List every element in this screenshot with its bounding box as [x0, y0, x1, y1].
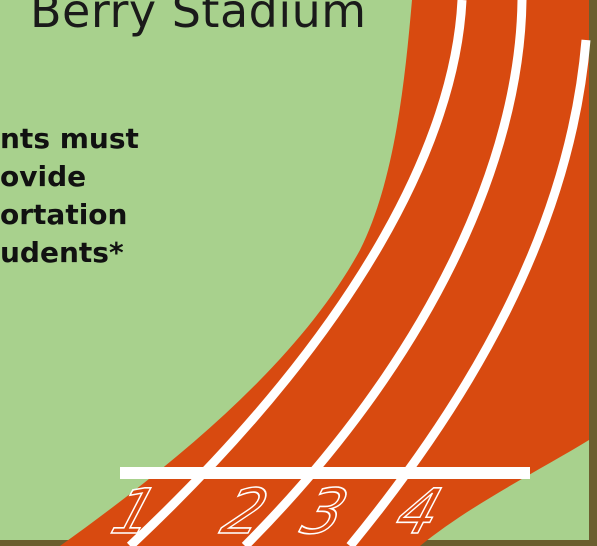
start-line: [120, 467, 530, 479]
track-surface: [60, 0, 589, 546]
transport-notice: nts must ovide ortation udents*: [0, 120, 139, 272]
notice-line: ortation: [0, 198, 128, 231]
lane-line-1: [126, 0, 467, 546]
border-right: [589, 0, 597, 546]
stadium-title: Berry Stadium: [30, 0, 367, 38]
notice-line: ovide: [0, 160, 87, 193]
notice-line: udents*: [0, 236, 124, 269]
notice-line: nts must: [0, 122, 139, 155]
lane-line-3: [346, 39, 591, 546]
lane-line-2: [241, 0, 527, 546]
